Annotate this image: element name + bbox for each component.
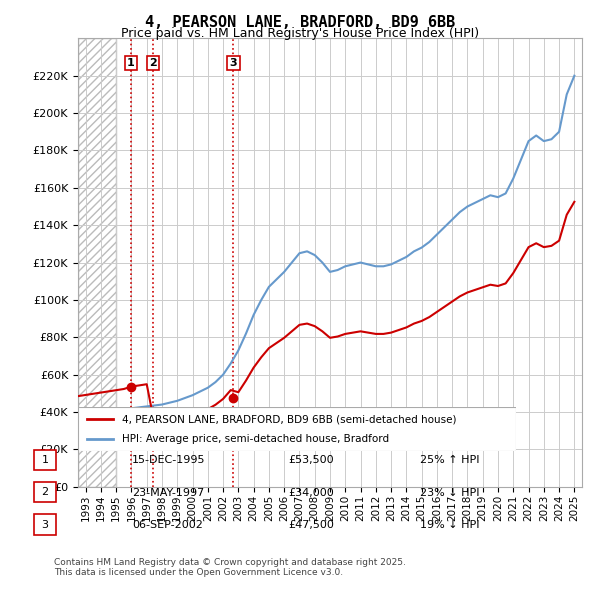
Text: Contains HM Land Registry data © Crown copyright and database right 2025.
This d: Contains HM Land Registry data © Crown c… [54, 558, 406, 577]
Text: 3: 3 [41, 520, 49, 529]
FancyBboxPatch shape [34, 450, 56, 470]
Text: 25% ↑ HPI: 25% ↑ HPI [420, 455, 479, 465]
Text: £47,500: £47,500 [288, 520, 334, 530]
Text: 3: 3 [230, 58, 237, 68]
Text: 23% ↓ HPI: 23% ↓ HPI [420, 488, 479, 497]
Text: Price paid vs. HM Land Registry's House Price Index (HPI): Price paid vs. HM Land Registry's House … [121, 27, 479, 40]
Text: 23-MAY-1997: 23-MAY-1997 [132, 488, 204, 497]
Text: 4, PEARSON LANE, BRADFORD, BD9 6BB: 4, PEARSON LANE, BRADFORD, BD9 6BB [145, 15, 455, 30]
Text: £53,500: £53,500 [288, 455, 334, 465]
FancyBboxPatch shape [34, 514, 56, 535]
Text: 06-SEP-2002: 06-SEP-2002 [132, 520, 203, 530]
Text: £34,000: £34,000 [288, 488, 334, 497]
Text: 2: 2 [149, 58, 157, 68]
Text: HPI: Average price, semi-detached house, Bradford: HPI: Average price, semi-detached house,… [122, 434, 389, 444]
Text: 1: 1 [41, 455, 49, 464]
FancyBboxPatch shape [78, 407, 516, 451]
Text: 15-DEC-1995: 15-DEC-1995 [132, 455, 205, 465]
Text: 4, PEARSON LANE, BRADFORD, BD9 6BB (semi-detached house): 4, PEARSON LANE, BRADFORD, BD9 6BB (semi… [122, 415, 457, 424]
FancyBboxPatch shape [34, 482, 56, 502]
Bar [78, 38, 116, 487]
Text: 2: 2 [41, 487, 49, 497]
Text: 1: 1 [127, 58, 135, 68]
Bar [78, 38, 116, 487]
Text: 19% ↓ HPI: 19% ↓ HPI [420, 520, 479, 530]
